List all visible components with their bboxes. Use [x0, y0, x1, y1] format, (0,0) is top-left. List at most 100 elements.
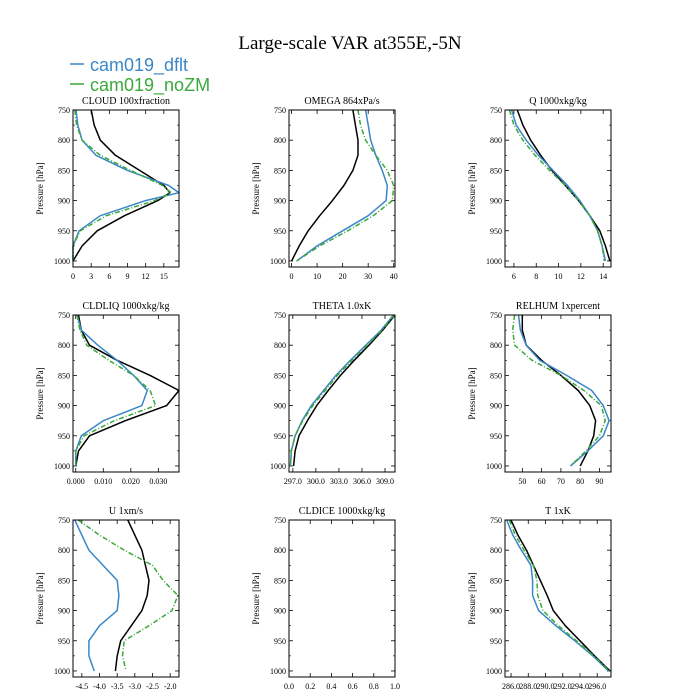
series-line-cam019-dflt — [517, 314, 610, 467]
x-tick-label: 70 — [557, 477, 565, 486]
y-tick-label: 850 — [490, 166, 502, 175]
series-line-cam019-noZM — [508, 519, 610, 672]
series-line-reference — [516, 109, 611, 262]
series-line-reference — [114, 519, 150, 672]
y-tick-label: 1000 — [270, 257, 286, 266]
plot-frame — [504, 109, 612, 268]
x-tick-label: -4.5 — [75, 682, 88, 691]
y-axis-label: Pressure [hPa] — [251, 572, 261, 624]
y-tick-label: 800 — [58, 546, 70, 555]
y-tick-label: 900 — [490, 197, 502, 206]
series-line-cam019-noZM — [508, 109, 606, 262]
panel-2: OMEGA 864xPa/s Pressure [hPa] 750 800 850 900… — [251, 96, 398, 281]
y-tick-label: 950 — [58, 432, 70, 441]
y-axis-label: Pressure [hPa] — [35, 367, 45, 419]
panel-title: Q 1000xkg/kg — [529, 96, 587, 107]
x-tick-label: 3 — [89, 272, 93, 281]
x-tick-label: 10 — [555, 272, 563, 281]
plot-frame — [504, 314, 612, 473]
y-tick-label: 800 — [490, 136, 502, 145]
x-tick-label: -3.0 — [128, 682, 141, 691]
plot-frame — [288, 314, 396, 473]
panel-title: OMEGA 864xPa/s — [304, 96, 379, 107]
y-tick-label: 900 — [274, 607, 286, 616]
x-tick-label: 6 — [107, 272, 111, 281]
series-line-cam019-dflt — [289, 314, 395, 467]
y-tick-label: 850 — [58, 576, 70, 585]
y-tick-label: 750 — [58, 106, 70, 115]
x-tick-label: 309.0 — [376, 477, 394, 486]
y-axis-label: Pressure [hPa] — [467, 572, 477, 624]
x-tick-label: 6 — [512, 272, 516, 281]
y-axis-label: Pressure [hPa] — [35, 162, 45, 214]
y-tick-label: 800 — [58, 341, 70, 350]
y-tick-label: 950 — [490, 432, 502, 441]
y-axis-label: Pressure [hPa] — [251, 162, 261, 214]
series-line-reference — [510, 519, 611, 672]
x-tick-label: 296.0 — [588, 682, 606, 691]
x-tick-label: 297.0 — [284, 477, 302, 486]
panel-1: CLOUD 100xfraction Pressure [hPa] 750 800 85… — [35, 96, 180, 281]
x-tick-label: 303.0 — [330, 477, 348, 486]
y-tick-label: 750 — [274, 516, 286, 525]
x-tick-label: 9 — [126, 272, 130, 281]
panel-8: CLDICE 1000xkg/kg Pressure [hPa] 750 800 850… — [251, 506, 400, 691]
x-tick-label: 0.010 — [94, 477, 112, 486]
series-line-cam019-noZM — [296, 109, 395, 262]
series-line-cam019-noZM — [289, 314, 395, 467]
y-tick-label: 1000 — [54, 667, 70, 676]
y-tick-label: 1000 — [54, 462, 70, 471]
x-tick-label: 0.8 — [369, 682, 379, 691]
y-tick-label: 750 — [490, 516, 502, 525]
x-tick-label: 15 — [160, 272, 168, 281]
y-tick-label: 800 — [490, 341, 502, 350]
y-tick-label: 950 — [274, 432, 286, 441]
x-tick-label: 12 — [577, 272, 585, 281]
series-line-reference — [290, 109, 359, 262]
y-tick-label: 750 — [490, 311, 502, 320]
series-line-cam019-dflt — [74, 519, 120, 672]
y-tick-label: 850 — [58, 166, 70, 175]
x-tick-label: 294.0 — [571, 682, 589, 691]
panel-title: RELHUM 1xpercent — [516, 301, 600, 312]
y-tick-label: 750 — [58, 311, 70, 320]
y-tick-label: 850 — [274, 576, 286, 585]
series-line-cam019-dflt — [72, 109, 180, 261]
panel-6: RELHUM 1xpercent Pressure [hPa] 750 800 850 9… — [467, 301, 612, 486]
panel-title: CLOUD 100xfraction — [82, 96, 170, 107]
y-tick-label: 900 — [490, 607, 502, 616]
panel-title: CLDICE 1000xkg/kg — [299, 506, 385, 517]
y-tick-label: 950 — [490, 227, 502, 236]
x-tick-label: 1.0 — [390, 682, 400, 691]
x-tick-label: -2.0 — [164, 682, 177, 691]
y-tick-label: 850 — [274, 371, 286, 380]
panel-7: U 1xm/s Pressure [hPa] 750 800 850 900 950 1000… — [35, 506, 180, 691]
y-tick-label: 800 — [58, 136, 70, 145]
legend: cam019_dflt cam019_noZM — [70, 55, 210, 96]
x-tick-label: 90 — [595, 477, 603, 486]
series-line-cam019-noZM — [72, 109, 172, 261]
y-tick-label: 850 — [490, 371, 502, 380]
y-tick-label: 900 — [490, 402, 502, 411]
y-tick-label: 1000 — [54, 257, 70, 266]
y-tick-label: 900 — [274, 402, 286, 411]
y-tick-label: 850 — [490, 576, 502, 585]
y-tick-label: 750 — [274, 106, 286, 115]
panels: CLOUD 100xfraction Pressure [hPa] 750 800 85… — [35, 96, 612, 691]
y-tick-label: 900 — [58, 607, 70, 616]
x-tick-label: 12 — [142, 272, 150, 281]
series-line-cam019-dflt — [296, 109, 389, 262]
x-tick-label: 0.030 — [149, 477, 167, 486]
x-tick-label: 286.0 — [502, 682, 520, 691]
figure-title: Large-scale VAR at355E,-5N — [238, 33, 461, 54]
x-tick-label: 300.0 — [307, 477, 325, 486]
plot-frame — [288, 519, 396, 678]
panel-4: CLDLIQ 1000xkg/kg Pressure [hPa] 750 800 850… — [35, 301, 180, 486]
x-tick-label: 288.0 — [519, 682, 537, 691]
x-tick-label: 290.0 — [537, 682, 555, 691]
y-tick-label: 900 — [274, 197, 286, 206]
y-axis-label: Pressure [hPa] — [467, 367, 477, 419]
plot-frame — [288, 109, 396, 268]
y-tick-label: 800 — [490, 546, 502, 555]
